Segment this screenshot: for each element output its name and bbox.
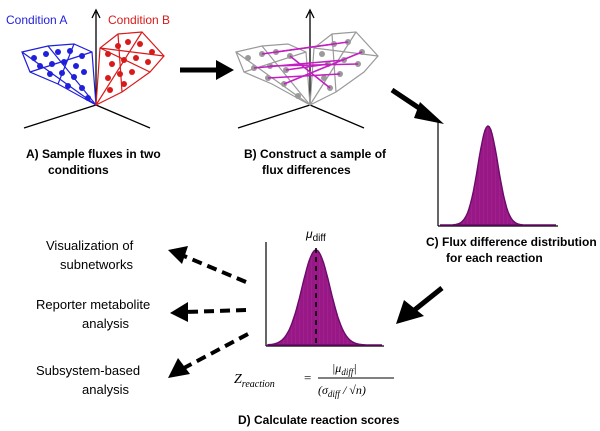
panel-d-reaction-scores: μdiff Zreaction = |μdiff| (σdiff / √n) D… [234,227,400,427]
panel-b-caption-line2: flux differences [262,163,351,177]
condition-a-samples [31,48,91,101]
outcome-arrowheads [168,246,190,378]
reaction-score-formula: Zreaction = |μdiff| (σdiff / √n) [234,361,394,399]
outcome-arrows [183,254,249,370]
reaction-score-distribution-curve [267,249,382,346]
condition-a-label: Condition A [6,13,67,27]
arrow-a-to-b [180,60,234,80]
mu-diff-label: μdiff [305,227,326,244]
reporter-metabolite-line2: analysis [82,316,129,331]
panel-c-distribution: C) Flux difference distribution for each… [426,122,597,265]
formula-equals: = [304,370,311,385]
condition-b-samples [105,39,155,93]
panel-a-caption-line2: conditions [48,163,109,177]
formula-denominator: (σdiff / √n) [318,383,366,399]
subsystem-based-line2: analysis [82,382,129,397]
condition-b-label: Condition B [108,13,170,27]
panel-d-caption: D) Calculate reaction scores [238,413,400,427]
panel-d-axes [265,242,384,347]
arrow-b-to-c [390,87,444,124]
flux-difference-distribution-curve [440,125,556,226]
panel-a-caption-line1: A) Sample fluxes in two [26,147,161,161]
formula-z: Zreaction [234,372,275,390]
panel-b-axes [237,8,365,129]
panel-a-axes [23,8,151,129]
visualization-subnetworks-line2: subnetworks [60,257,133,272]
visualization-subnetworks-line1: Visualization of [46,238,134,253]
subsystem-based-line1: Subsystem-based [36,363,140,378]
panel-b-flux-differences: B) Construct a sample of flux difference… [235,8,387,177]
panel-c-caption-line2: for each reaction [446,251,543,265]
panel-c-axes [437,122,558,227]
formula-numerator: |μdiff| [332,361,357,377]
panel-b-caption-line1: B) Construct a sample of [244,147,387,161]
arrow-c-to-d [396,286,444,324]
reporter-metabolite-line1: Reporter metabolite [36,297,150,312]
panel-a-condition-sampling: Condition A Condition B A) Sample fluxes… [6,8,170,177]
flux-difference-lines [253,41,363,89]
panel-c-caption-line1: C) Flux difference distribution [426,235,597,249]
